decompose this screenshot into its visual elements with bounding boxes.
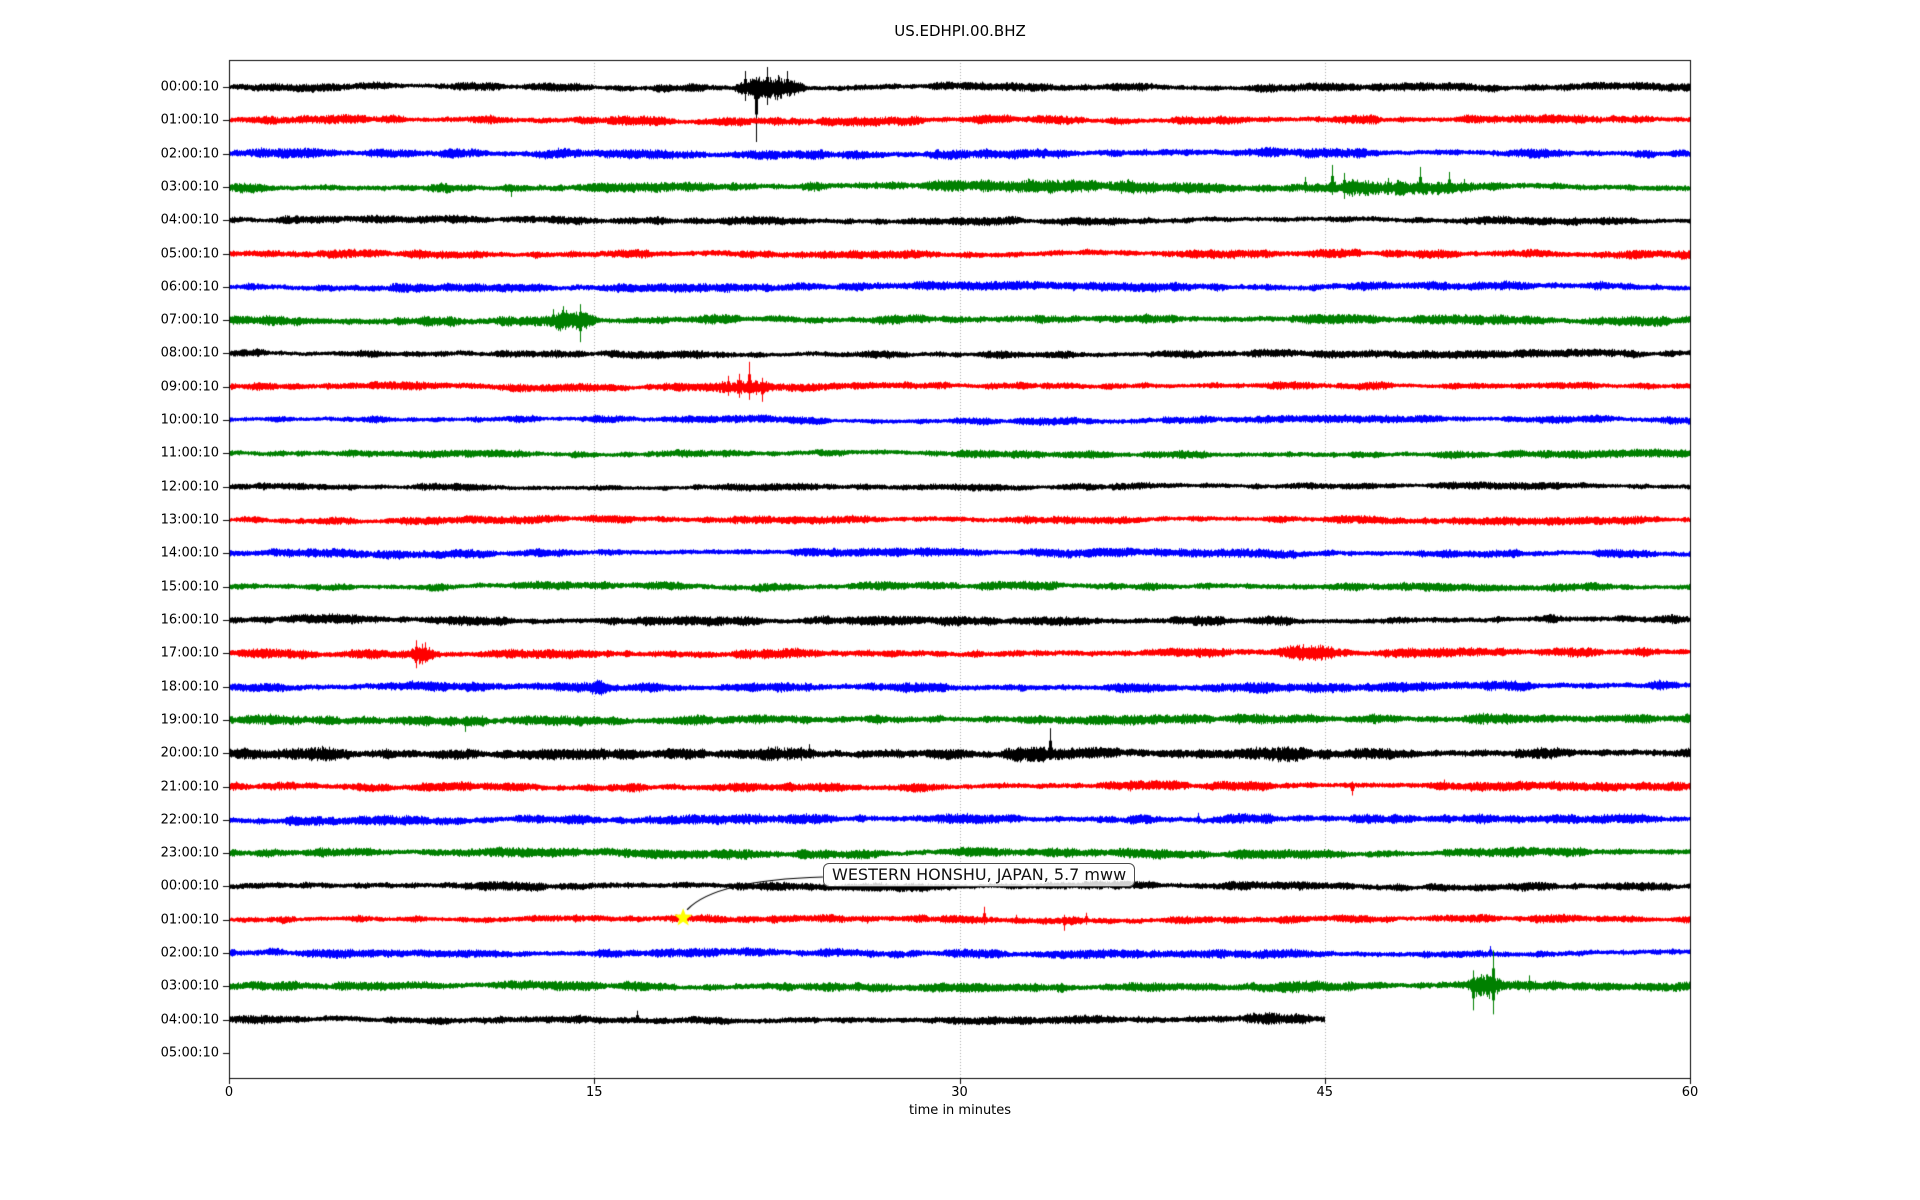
y-tick-label: 00:00:10: [160, 79, 219, 95]
y-tick-label: 02:00:10: [160, 146, 219, 162]
x-tick-label: 45: [1316, 1085, 1334, 1100]
y-tick-label: 22:00:10: [160, 812, 219, 828]
y-tick-label: 04:00:10: [160, 212, 219, 228]
x-tick-label: 0: [224, 1085, 234, 1100]
y-tick-label: 03:00:10: [160, 179, 219, 195]
earthquake-annotation-box: WESTERN HONSHU, JAPAN, 5.7 mww: [823, 863, 1136, 887]
x-tick-label: 60: [1681, 1085, 1699, 1100]
x-tick-label: 30: [951, 1085, 968, 1100]
y-tick-label: 05:00:10: [160, 246, 219, 262]
y-tick-label: 13:00:10: [160, 512, 219, 528]
y-tick-label: 20:00:10: [160, 745, 219, 761]
y-tick-label: 21:00:10: [160, 779, 219, 794]
y-tick-label: 02:00:10: [160, 945, 219, 961]
y-tick-label: 09:00:10: [160, 379, 219, 395]
y-tick-label: 05:00:10: [160, 1045, 219, 1061]
y-tick-label: 06:00:10: [160, 279, 219, 295]
y-tick-label: 19:00:10: [160, 712, 219, 728]
x-axis-title: time in minutes: [908, 1103, 1012, 1118]
y-tick-label: 01:00:10: [160, 912, 219, 928]
y-tick-label: 17:00:10: [160, 645, 219, 661]
x-tick-label: 15: [585, 1085, 603, 1100]
y-tick-label: 07:00:10: [160, 312, 219, 328]
y-tick-label: 01:00:10: [160, 112, 219, 128]
y-tick-label: 00:00:10: [160, 878, 219, 894]
earthquake-annotation-text: WESTERN HONSHU, JAPAN, 5.7 mww: [832, 865, 1127, 884]
y-tick-label: 10:00:10: [160, 412, 219, 428]
y-tick-label: 18:00:10: [160, 679, 219, 695]
y-tick-label: 04:00:10: [160, 1012, 219, 1028]
y-tick-label: 03:00:10: [160, 978, 219, 994]
y-tick-label: 08:00:10: [160, 345, 219, 361]
y-tick-label: 12:00:10: [160, 479, 219, 495]
y-tick-label: 11:00:10: [160, 445, 219, 461]
y-tick-label: 16:00:10: [160, 612, 219, 628]
y-tick-label: 23:00:10: [160, 845, 219, 861]
figure-title: US.EDHPI.00.BHZ: [894, 22, 1026, 40]
y-tick-label: 14:00:10: [160, 545, 219, 561]
y-tick-label: 15:00:10: [160, 579, 219, 595]
